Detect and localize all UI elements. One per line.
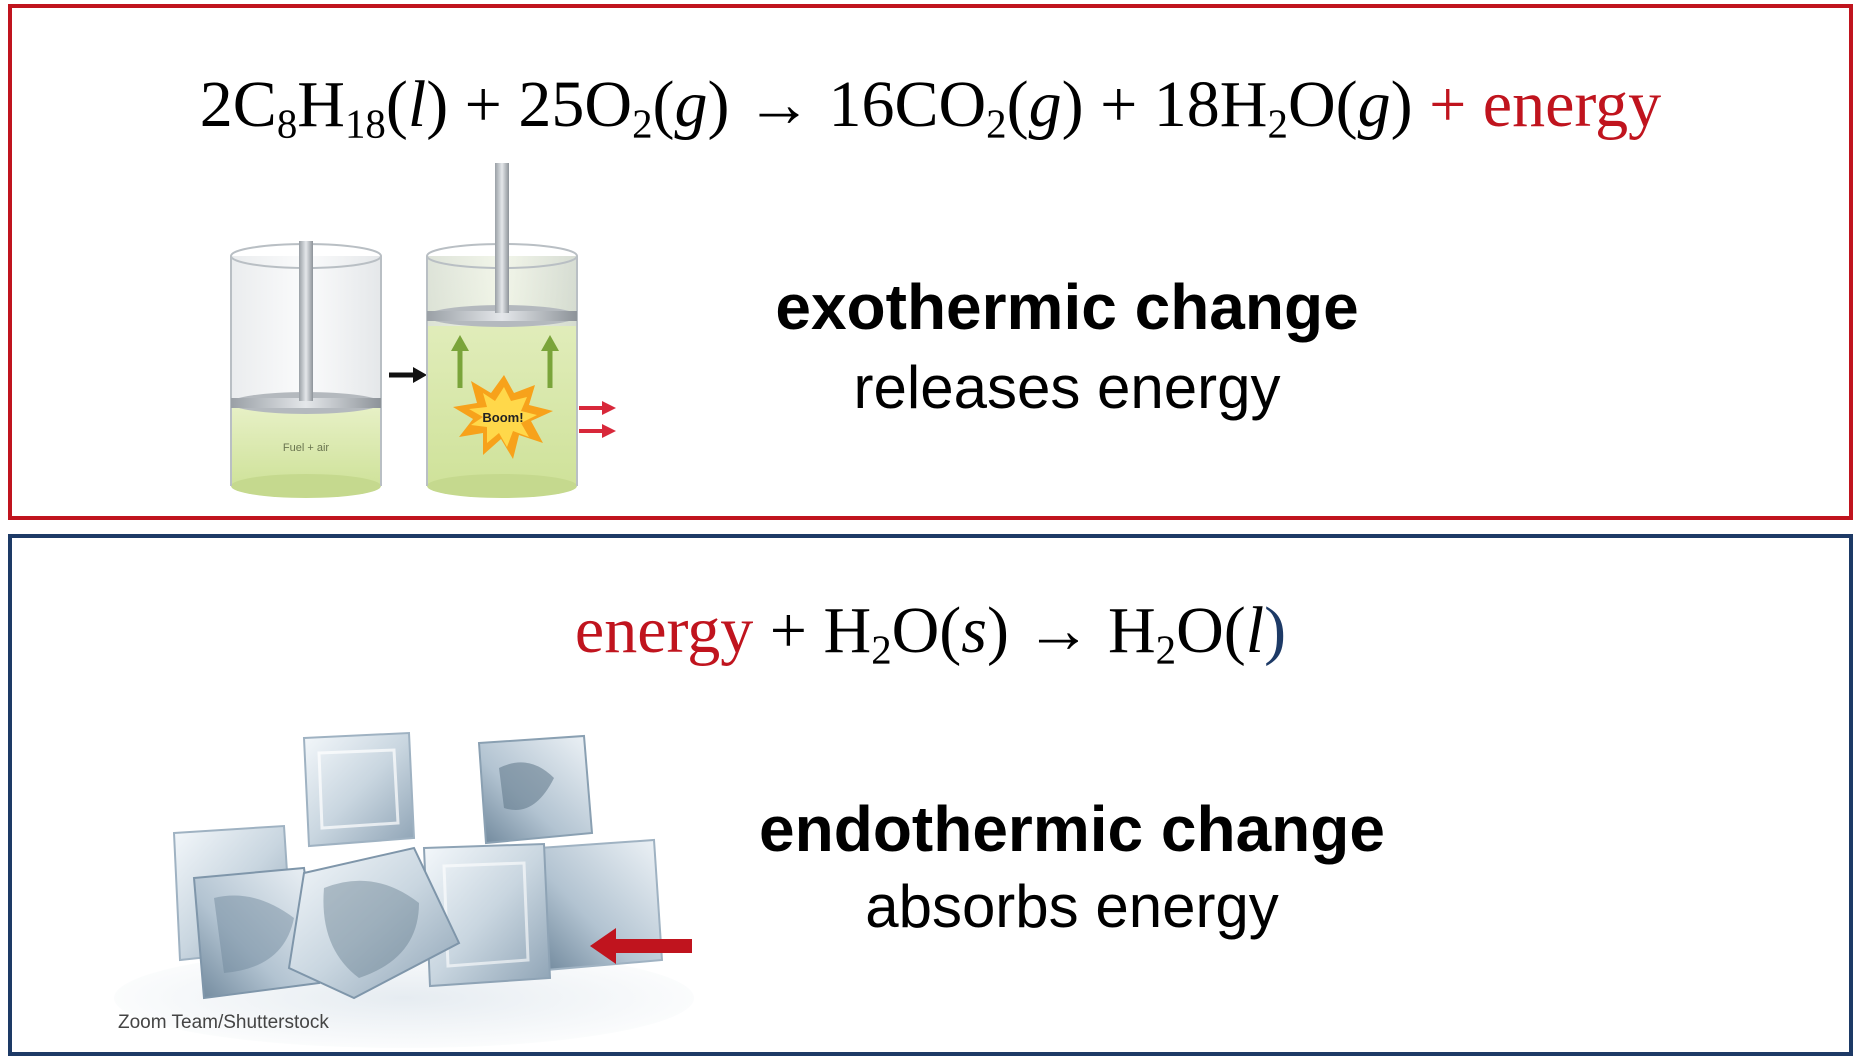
eq-state: g	[1357, 68, 1391, 141]
heat-release-arrow-icon	[579, 401, 616, 438]
eq-subscript: 8	[276, 101, 298, 147]
eq-term: (	[652, 68, 675, 141]
piston-cylinders-illustration: Fuel + air	[230, 163, 616, 498]
eq-term: ) → 16CO	[707, 68, 987, 141]
ice-cube	[192, 866, 321, 1000]
eq-state: g	[674, 68, 708, 141]
energy-term: + energy	[1412, 68, 1662, 141]
eq-term: O(	[1176, 594, 1246, 667]
eq-term: ) → H	[986, 594, 1156, 667]
eq-term: 2C	[199, 68, 277, 141]
ice-cubes-photo	[114, 731, 694, 1048]
cylinder-before: Fuel + air	[230, 241, 382, 498]
eq-state: l	[1245, 594, 1265, 667]
eq-term: ) + 25O	[426, 68, 633, 141]
transition-arrow-icon	[389, 367, 427, 383]
eq-subscript: 18	[344, 101, 386, 147]
endothermic-title: endothermic change	[759, 793, 1385, 865]
eq-subscript: 2	[871, 627, 892, 673]
eq-subscript: 2	[632, 101, 653, 147]
endothermic-panel: energy + H2O(s) → H2O(l)	[8, 534, 1853, 1056]
fuel-air-label: Fuel + air	[283, 442, 329, 454]
endothermic-subtitle: absorbs energy	[865, 873, 1279, 940]
eq-term: ) + 18H	[1061, 68, 1268, 141]
eq-state: s	[961, 594, 987, 667]
eq-term: + H	[753, 594, 872, 667]
eq-state: l	[407, 68, 427, 141]
melting-equation: energy + H2O(s) → H2O(l)	[12, 598, 1849, 671]
eq-subscript: 2	[1267, 101, 1288, 147]
ice-cube	[287, 846, 461, 1000]
eq-subscript: 2	[986, 101, 1007, 147]
exothermic-panel: 2C8H18(l) + 25O2(g) → 16CO2(g) + 18H2O(g…	[8, 4, 1853, 520]
eq-term: )	[1264, 594, 1287, 667]
ice-cube	[302, 731, 416, 848]
boom-label: Boom!	[482, 410, 523, 425]
ice-cube	[477, 734, 594, 845]
arrow-left-icon	[590, 928, 692, 964]
eq-term: (	[385, 68, 408, 141]
combustion-equation: 2C8H18(l) + 25O2(g) → 16CO2(g) + 18H2O(g…	[12, 72, 1849, 145]
explosion-burst-icon: Boom!	[453, 375, 553, 459]
energy-term: energy	[574, 594, 754, 667]
eq-subscript: 2	[1155, 627, 1177, 673]
eq-term: O(	[1287, 68, 1358, 141]
exothermic-title: exothermic change	[775, 271, 1359, 343]
eq-term: O(	[891, 594, 962, 667]
upward-arrow-icon	[451, 335, 469, 388]
eq-term: )	[1390, 68, 1413, 141]
upward-arrow-icon	[541, 335, 559, 388]
cylinder-after: Boom!	[426, 163, 616, 498]
eq-term: H	[297, 68, 345, 141]
exothermic-subtitle: releases energy	[853, 354, 1281, 421]
photo-credit: Zoom Team/Shutterstock	[118, 1012, 329, 1033]
eq-state: g	[1028, 68, 1062, 141]
eq-term: (	[1006, 68, 1029, 141]
